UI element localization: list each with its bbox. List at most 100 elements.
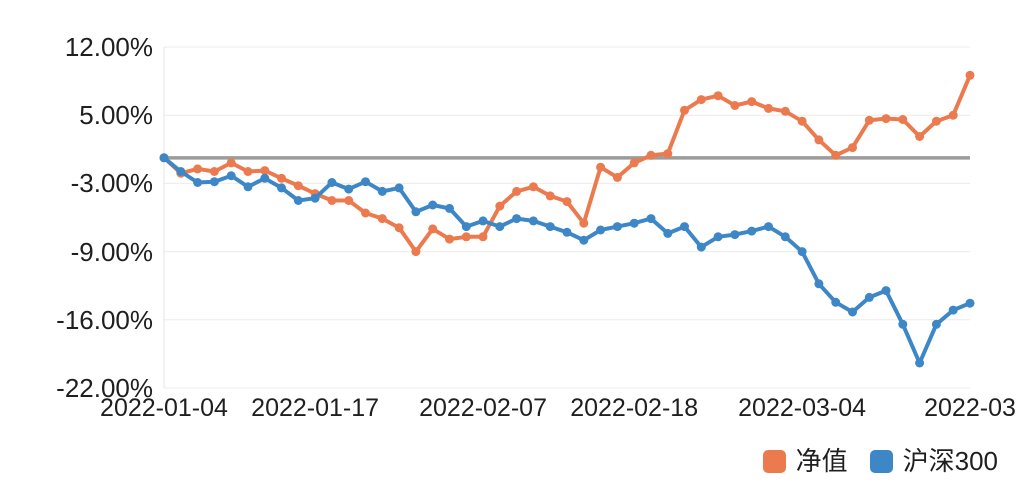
data-point-csi300[interactable] bbox=[461, 222, 471, 232]
data-point-net-value[interactable] bbox=[831, 150, 841, 160]
data-point-csi300[interactable] bbox=[965, 298, 975, 308]
data-point-net-value[interactable] bbox=[814, 135, 824, 145]
data-point-csi300[interactable] bbox=[764, 222, 773, 232]
data-point-csi300[interactable] bbox=[646, 214, 656, 224]
data-point-csi300[interactable] bbox=[696, 242, 706, 252]
legend-item-csi300[interactable]: 沪深300 bbox=[869, 447, 998, 475]
data-point-net-value[interactable] bbox=[528, 182, 538, 192]
data-point-csi300[interactable] bbox=[680, 222, 689, 232]
data-point-net-value[interactable] bbox=[562, 197, 572, 207]
data-point-net-value[interactable] bbox=[193, 164, 203, 174]
data-point-csi300[interactable] bbox=[931, 319, 941, 329]
data-point-net-value[interactable] bbox=[277, 173, 286, 183]
data-point-csi300[interactable] bbox=[411, 207, 421, 217]
data-point-csi300[interactable] bbox=[612, 222, 622, 232]
data-point-csi300[interactable] bbox=[663, 228, 673, 238]
data-point-csi300[interactable] bbox=[881, 286, 891, 296]
data-point-net-value[interactable] bbox=[646, 150, 656, 160]
data-point-csi300[interactable] bbox=[226, 171, 236, 181]
data-point-csi300[interactable] bbox=[747, 226, 757, 236]
data-point-net-value[interactable] bbox=[293, 181, 303, 191]
data-point-csi300[interactable] bbox=[344, 184, 354, 194]
data-point-csi300[interactable] bbox=[327, 178, 337, 187]
data-point-net-value[interactable] bbox=[948, 110, 958, 120]
data-point-net-value[interactable] bbox=[260, 166, 270, 176]
data-point-csi300[interactable] bbox=[445, 203, 454, 213]
data-point-net-value[interactable] bbox=[209, 167, 219, 176]
data-point-net-value[interactable] bbox=[713, 91, 723, 101]
data-point-csi300[interactable] bbox=[848, 307, 857, 317]
data-point-net-value[interactable] bbox=[848, 143, 857, 153]
data-point-net-value[interactable] bbox=[226, 158, 236, 168]
data-point-net-value[interactable] bbox=[612, 172, 622, 182]
data-point-csi300[interactable] bbox=[898, 319, 908, 329]
data-point-net-value[interactable] bbox=[629, 158, 639, 168]
data-point-net-value[interactable] bbox=[898, 115, 908, 124]
data-point-net-value[interactable] bbox=[327, 196, 337, 205]
data-point-csi300[interactable] bbox=[780, 232, 790, 242]
data-point-net-value[interactable] bbox=[696, 95, 706, 105]
data-point-net-value[interactable] bbox=[478, 232, 488, 242]
data-point-csi300[interactable] bbox=[596, 225, 606, 235]
data-point-csi300[interactable] bbox=[629, 218, 639, 228]
data-point-net-value[interactable] bbox=[730, 101, 740, 110]
data-point-net-value[interactable] bbox=[394, 223, 404, 233]
data-point-csi300[interactable] bbox=[193, 178, 203, 187]
data-point-csi300[interactable] bbox=[293, 196, 303, 205]
data-point-csi300[interactable] bbox=[528, 216, 538, 226]
data-point-net-value[interactable] bbox=[797, 116, 807, 126]
data-point-csi300[interactable] bbox=[277, 183, 286, 193]
legend-item-net-value[interactable]: 净值 bbox=[762, 446, 848, 476]
data-point-net-value[interactable] bbox=[545, 191, 555, 201]
data-point-net-value[interactable] bbox=[361, 208, 370, 218]
legend-label-net-value: 净值 bbox=[795, 446, 848, 476]
data-point-net-value[interactable] bbox=[411, 247, 421, 257]
data-point-csi300[interactable] bbox=[310, 193, 320, 203]
data-point-csi300[interactable] bbox=[797, 247, 807, 257]
data-point-csi300[interactable] bbox=[176, 167, 186, 176]
data-point-csi300[interactable] bbox=[562, 227, 572, 237]
data-point-csi300[interactable] bbox=[948, 305, 958, 315]
data-point-net-value[interactable] bbox=[596, 162, 606, 172]
data-point-csi300[interactable] bbox=[159, 153, 169, 163]
data-point-net-value[interactable] bbox=[377, 214, 387, 224]
data-point-csi300[interactable] bbox=[512, 214, 522, 224]
data-point-net-value[interactable] bbox=[780, 106, 790, 116]
data-point-net-value[interactable] bbox=[931, 116, 941, 126]
data-point-net-value[interactable] bbox=[881, 114, 891, 124]
data-point-csi300[interactable] bbox=[260, 173, 270, 183]
data-point-csi300[interactable] bbox=[243, 182, 253, 192]
data-point-csi300[interactable] bbox=[814, 279, 824, 289]
data-point-net-value[interactable] bbox=[747, 97, 757, 107]
data-point-net-value[interactable] bbox=[512, 186, 522, 196]
data-point-net-value[interactable] bbox=[445, 234, 454, 244]
data-point-net-value[interactable] bbox=[965, 70, 975, 80]
data-point-csi300[interactable] bbox=[579, 235, 589, 245]
data-point-csi300[interactable] bbox=[361, 177, 370, 187]
data-point-csi300[interactable] bbox=[377, 186, 387, 196]
data-point-csi300[interactable] bbox=[478, 216, 488, 226]
data-point-net-value[interactable] bbox=[764, 103, 773, 113]
data-point-csi300[interactable] bbox=[545, 222, 555, 232]
data-point-csi300[interactable] bbox=[394, 183, 404, 193]
data-point-net-value[interactable] bbox=[663, 149, 673, 159]
data-point-net-value[interactable] bbox=[461, 232, 471, 242]
data-point-csi300[interactable] bbox=[831, 297, 841, 307]
data-point-csi300[interactable] bbox=[730, 230, 740, 240]
data-point-net-value[interactable] bbox=[579, 218, 589, 228]
data-point-net-value[interactable] bbox=[243, 167, 253, 176]
data-point-net-value[interactable] bbox=[344, 196, 354, 205]
data-point-net-value[interactable] bbox=[680, 105, 689, 115]
data-point-csi300[interactable] bbox=[428, 200, 438, 210]
data-point-net-value[interactable] bbox=[915, 132, 925, 141]
data-point-net-value[interactable] bbox=[864, 115, 874, 125]
data-point-csi300[interactable] bbox=[495, 222, 505, 232]
data-point-csi300[interactable] bbox=[864, 292, 874, 302]
data-point-csi300[interactable] bbox=[209, 177, 219, 187]
data-point-csi300[interactable] bbox=[915, 358, 925, 368]
data-point-csi300[interactable] bbox=[713, 232, 723, 242]
data-point-net-value[interactable] bbox=[428, 224, 438, 234]
data-point-net-value[interactable] bbox=[495, 201, 505, 211]
